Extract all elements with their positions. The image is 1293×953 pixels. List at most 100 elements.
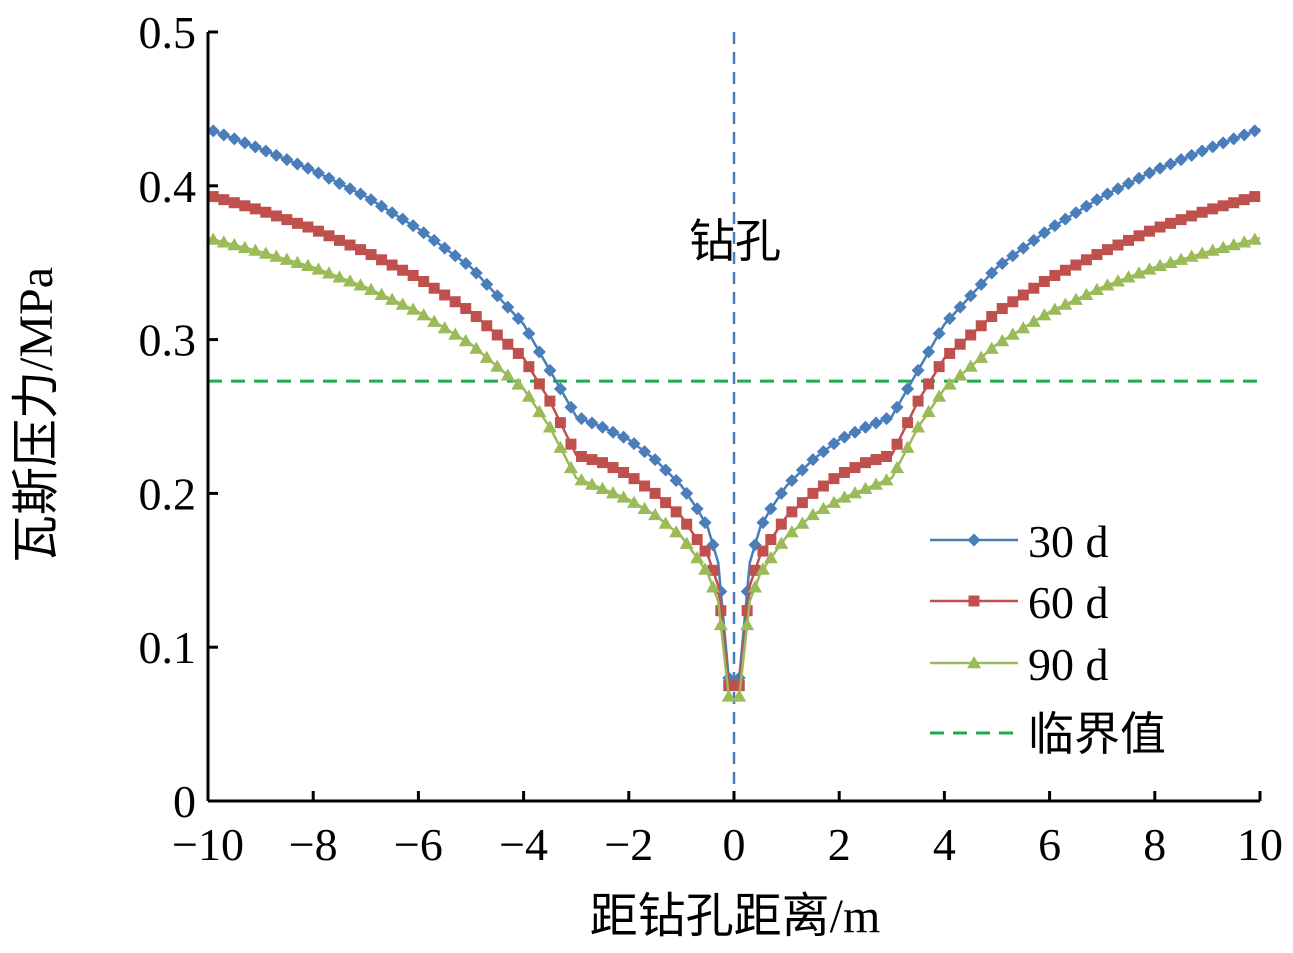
data-point — [1038, 275, 1050, 287]
data-point — [1237, 128, 1251, 142]
data-point — [985, 266, 999, 280]
data-point — [912, 395, 924, 407]
data-point — [481, 320, 493, 332]
data-point — [542, 420, 557, 433]
data-point — [260, 206, 272, 218]
data-point — [206, 124, 220, 138]
data-point — [1186, 210, 1198, 222]
x-tick-label: −10 — [172, 819, 244, 870]
data-point — [869, 416, 883, 430]
x-tick-label: 2 — [828, 819, 851, 870]
data-point — [1133, 230, 1145, 242]
data-point — [575, 450, 587, 462]
data-point — [1091, 249, 1103, 261]
data-point — [1058, 297, 1073, 310]
data-point — [902, 417, 914, 429]
data-point — [648, 507, 663, 521]
data-point — [428, 282, 440, 294]
data-point — [406, 302, 421, 315]
x-tick-label: 4 — [933, 819, 956, 870]
data-point — [1196, 206, 1208, 218]
data-point — [248, 243, 263, 256]
data-point — [1184, 249, 1199, 262]
data-point — [1100, 278, 1115, 291]
data-point — [395, 297, 410, 310]
data-point — [1164, 157, 1178, 171]
data-point — [1123, 234, 1134, 246]
data-point — [544, 395, 556, 407]
data-point — [1132, 266, 1147, 279]
data-point — [963, 359, 978, 372]
data-point — [859, 420, 872, 434]
data-point — [848, 425, 862, 439]
data-point — [333, 176, 346, 190]
data-point — [870, 454, 882, 466]
data-point — [280, 153, 294, 167]
data-point — [1228, 197, 1240, 209]
data-point — [1247, 232, 1262, 245]
data-point — [1037, 308, 1052, 321]
data-point — [616, 490, 631, 503]
data-point — [1226, 238, 1241, 251]
data-point — [879, 473, 894, 486]
data-point — [375, 199, 389, 213]
legend-item-90-d: 90 d — [930, 639, 1109, 690]
data-point — [749, 564, 761, 576]
data-point — [627, 495, 642, 508]
y-tick-label: 0.5 — [139, 7, 197, 58]
data-point — [501, 300, 515, 314]
data-point — [397, 264, 409, 276]
data-point — [1110, 274, 1125, 287]
data-point — [679, 536, 694, 549]
data-point — [774, 486, 788, 500]
data-point — [890, 460, 905, 474]
x-tick-label: 6 — [1038, 819, 1061, 870]
data-point — [595, 481, 610, 495]
series-line-right — [738, 193, 1261, 686]
data-point — [206, 232, 221, 245]
data-point — [511, 377, 526, 390]
data-point — [942, 377, 957, 390]
data-point — [376, 254, 388, 266]
data-point — [705, 580, 720, 593]
data-point — [439, 289, 451, 301]
data-point — [715, 605, 727, 617]
data-point — [355, 244, 367, 256]
data-point — [407, 269, 419, 281]
data-point — [374, 287, 389, 300]
data-point — [690, 550, 705, 564]
data-point — [974, 350, 989, 363]
data-point — [344, 239, 356, 251]
data-point — [1249, 191, 1261, 203]
data-point — [795, 463, 809, 477]
data-point — [748, 580, 763, 593]
data-point — [290, 157, 304, 171]
data-point — [459, 256, 473, 270]
data-point — [1217, 200, 1229, 212]
data-point — [238, 136, 252, 150]
data-point — [755, 562, 770, 575]
data-point — [364, 282, 379, 296]
data-point — [900, 440, 915, 453]
data-point — [448, 327, 463, 340]
data-point — [1238, 194, 1250, 206]
data-point — [943, 312, 957, 326]
data-point — [490, 359, 505, 372]
data-point — [532, 345, 546, 359]
data-point — [617, 430, 631, 444]
data-point — [458, 333, 473, 347]
data-point — [449, 296, 461, 308]
data-point — [269, 249, 284, 262]
data-point — [775, 518, 787, 530]
data-point — [1111, 182, 1125, 196]
data-point — [1144, 225, 1156, 237]
data-point — [353, 278, 368, 291]
data-point — [922, 345, 936, 359]
data-point — [756, 516, 770, 530]
data-point — [921, 404, 936, 418]
series-60-d — [207, 191, 1261, 692]
data-point — [1090, 193, 1104, 207]
y-tick-label: 0.1 — [139, 622, 197, 673]
data-point — [932, 326, 946, 340]
